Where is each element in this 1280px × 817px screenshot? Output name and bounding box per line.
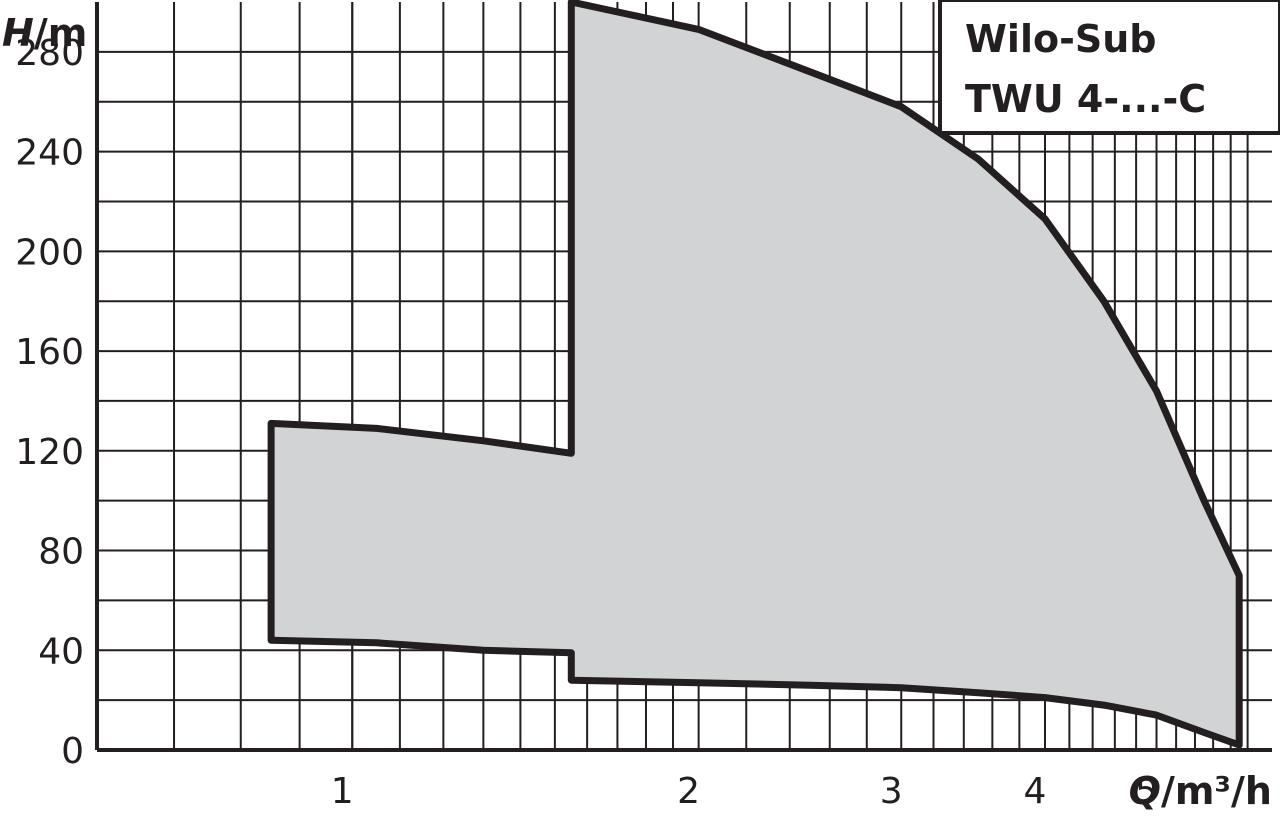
y-tick-label: 240 — [15, 133, 84, 174]
y-tick-label: 200 — [15, 232, 84, 273]
chart-title-box: Wilo-Sub TWU 4-...-C — [938, 0, 1280, 135]
operating-area-polygon — [267, 0, 1243, 749]
title-box-border — [938, 0, 1280, 135]
y-axis-variable: H — [2, 11, 34, 55]
x-tick-label: 1 — [331, 771, 354, 812]
operating-area — [267, 0, 1243, 749]
chart-title-line-2: TWU 4-...-C — [965, 77, 1206, 121]
y-tick-labels: 0 40 80 120 160 200 240 280 — [15, 33, 84, 772]
x-axis-variable: Q — [1129, 769, 1161, 813]
x-tick-labels: 1 2 3 4 5 — [331, 771, 1158, 812]
y-axis-label: H/m — [2, 11, 87, 55]
y-tick-label: 160 — [15, 332, 84, 373]
chart-title-line-1: Wilo-Sub — [965, 17, 1156, 61]
y-tick-label: 80 — [38, 532, 84, 573]
x-tick-label: 5 — [1135, 771, 1158, 812]
x-axis-label: Q/m³/h — [1129, 769, 1272, 813]
x-axis-unit: /m³/h — [1161, 769, 1272, 813]
x-tick-label: 4 — [1024, 771, 1047, 812]
y-tick-label: 40 — [38, 631, 84, 672]
plot-frame — [95, 2, 1272, 752]
y-tick-label: 0 — [61, 731, 84, 772]
y-tick-label: 120 — [15, 432, 84, 473]
x-tick-label: 2 — [677, 771, 700, 812]
y-tick-label: 280 — [15, 33, 84, 74]
y-axis-unit: /m — [34, 11, 87, 55]
x-tick-label: 3 — [880, 771, 903, 812]
